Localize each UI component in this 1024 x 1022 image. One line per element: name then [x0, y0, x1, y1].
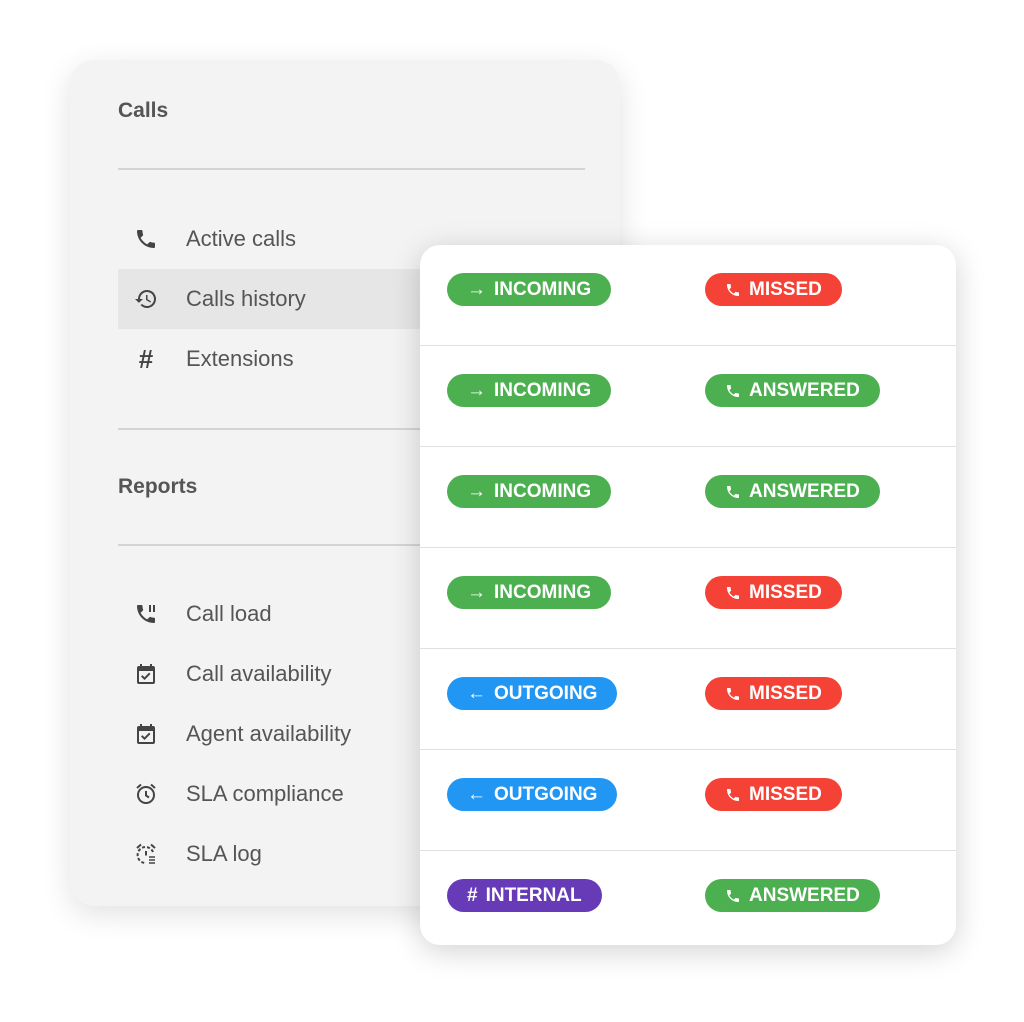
- phone-icon: [132, 225, 160, 253]
- table-row[interactable]: ← OUTGOING MISSED: [420, 649, 956, 750]
- arrow-right-icon: →: [467, 581, 486, 603]
- direction-label: INCOMING: [494, 379, 592, 401]
- direction-label: INCOMING: [494, 278, 592, 300]
- divider: [118, 428, 585, 430]
- sidebar-item-label: Call availability: [186, 661, 332, 686]
- sidebar-item-label: Call load: [186, 601, 272, 626]
- status-label: MISSED: [749, 783, 822, 805]
- sidebar-item-label: Active calls: [186, 226, 297, 251]
- phone-icon: [725, 686, 741, 702]
- sidebar-item-label: Extensions: [186, 346, 294, 371]
- phone-icon: [725, 585, 741, 601]
- phone-icon: [725, 888, 741, 904]
- status-badge: MISSED: [705, 576, 842, 609]
- sidebar-item-agent-availability[interactable]: Agent availability: [118, 704, 518, 764]
- sidebar-item-label: SLA log: [186, 841, 262, 866]
- divider: [118, 168, 585, 170]
- arrow-right-icon: →: [467, 278, 486, 300]
- status-label: MISSED: [749, 278, 822, 300]
- arrow-right-icon: →: [467, 480, 486, 502]
- direction-badge: → INCOMING: [447, 576, 612, 609]
- sidebar-item-call-load[interactable]: Call load: [118, 584, 518, 644]
- alarm-log-icon: [132, 840, 160, 868]
- arrow-left-icon: ←: [467, 682, 486, 704]
- arrow-right-icon: →: [467, 379, 486, 401]
- table-row[interactable]: → INCOMING MISSED: [420, 548, 956, 649]
- direction-label: INCOMING: [494, 581, 592, 603]
- status-label: ANSWERED: [749, 480, 860, 502]
- hash-icon: #: [467, 884, 478, 906]
- phone-icon: [725, 282, 741, 298]
- table-row[interactable]: # INTERNAL ANSWERED: [420, 851, 956, 945]
- reports-section-title: Reports: [118, 475, 198, 498]
- direction-label: OUTGOING: [494, 783, 598, 805]
- status-badge: ANSWERED: [705, 374, 880, 407]
- status-label: MISSED: [749, 682, 822, 704]
- status-label: MISSED: [749, 581, 822, 603]
- phone-icon: [725, 787, 741, 803]
- status-badge: MISSED: [705, 778, 842, 811]
- status-label: ANSWERED: [749, 379, 860, 401]
- hash-icon: #: [138, 343, 154, 374]
- table-row[interactable]: → INCOMING ANSWERED: [420, 447, 956, 548]
- sidebar-item-sla-compliance[interactable]: SLA compliance: [118, 764, 518, 824]
- calls-history-list: → INCOMING MISSED → INCOMING ANSWERED → …: [420, 245, 956, 945]
- direction-badge: ← OUTGOING: [447, 778, 618, 811]
- sidebar-item-calls-history[interactable]: Calls history: [118, 269, 478, 329]
- sidebar-item-active-calls[interactable]: Active calls: [118, 209, 518, 269]
- sidebar-item-sla-log[interactable]: SLA log: [118, 824, 518, 884]
- direction-label: INTERNAL: [485, 884, 582, 906]
- direction-badge: ← OUTGOING: [447, 677, 618, 710]
- status-badge: MISSED: [705, 677, 842, 710]
- phone-icon: [725, 484, 741, 500]
- phone-load-icon: [132, 600, 160, 628]
- status-badge: MISSED: [705, 273, 842, 306]
- divider: [118, 544, 585, 546]
- sidebar-item-label: Agent availability: [186, 721, 352, 746]
- table-row[interactable]: → INCOMING ANSWERED: [420, 346, 956, 447]
- direction-badge: → INCOMING: [447, 374, 612, 407]
- direction-label: OUTGOING: [494, 682, 598, 704]
- alarm-icon: [132, 780, 160, 808]
- direction-badge: → INCOMING: [447, 273, 612, 306]
- direction-label: INCOMING: [494, 480, 592, 502]
- sidebar-item-call-availability[interactable]: Call availability: [118, 644, 518, 704]
- history-icon: [132, 285, 160, 313]
- calendar-check-icon: [132, 720, 160, 748]
- status-badge: ANSWERED: [705, 475, 880, 508]
- calls-section-title: Calls: [118, 99, 169, 122]
- calendar-check-icon: [132, 660, 160, 688]
- sidebar-item-label: SLA compliance: [186, 781, 344, 806]
- sidebar-item-extensions[interactable]: # Extensions: [118, 329, 518, 389]
- table-row[interactable]: → INCOMING MISSED: [420, 245, 956, 346]
- direction-badge: → INCOMING: [447, 475, 612, 508]
- status-label: ANSWERED: [749, 884, 860, 906]
- table-row[interactable]: ← OUTGOING MISSED: [420, 750, 956, 851]
- direction-badge: # INTERNAL: [447, 879, 602, 912]
- sidebar-item-label: Calls history: [186, 286, 306, 311]
- phone-icon: [725, 383, 741, 399]
- status-badge: ANSWERED: [705, 879, 880, 912]
- arrow-left-icon: ←: [467, 783, 486, 805]
